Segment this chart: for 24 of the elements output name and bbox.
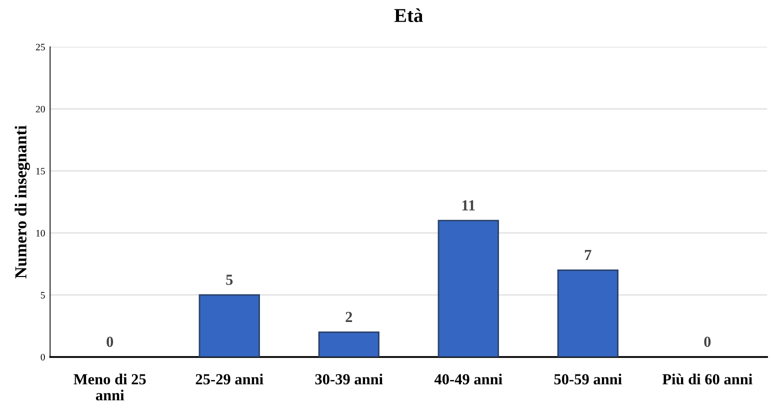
bar [318, 332, 380, 357]
chart-title: Età [394, 8, 423, 22]
data-label: 7 [584, 250, 592, 260]
x-tick-label: 30-39 anni [315, 374, 383, 384]
y-tick-label: 15 [36, 168, 45, 174]
y-tick-label: 0 [40, 354, 45, 360]
x-tick-label: 50-59 anni [554, 374, 622, 384]
data-label: 0 [106, 336, 114, 347]
y-axis-title: Numero di insegnanti [14, 125, 30, 278]
data-label: 2 [346, 312, 352, 322]
x-tick-label: Più di 60 anni [662, 374, 752, 384]
data-label: 5 [226, 274, 233, 285]
x-tick-label: Meno di 25 anni [74, 374, 146, 400]
bar [198, 294, 260, 357]
x-tick-label: 25-29 anni [196, 374, 264, 384]
y-tick-label: 5 [40, 292, 45, 298]
y-tick-label: 10 [36, 230, 45, 236]
y-tick-label: 25 [36, 44, 45, 50]
bar [557, 269, 618, 357]
x-tick-label: 40-49 anni [434, 374, 502, 384]
data-label: 11 [462, 200, 475, 210]
data-label: 0 [704, 336, 711, 347]
bar [438, 220, 499, 357]
y-tick-label: 20 [36, 106, 45, 112]
